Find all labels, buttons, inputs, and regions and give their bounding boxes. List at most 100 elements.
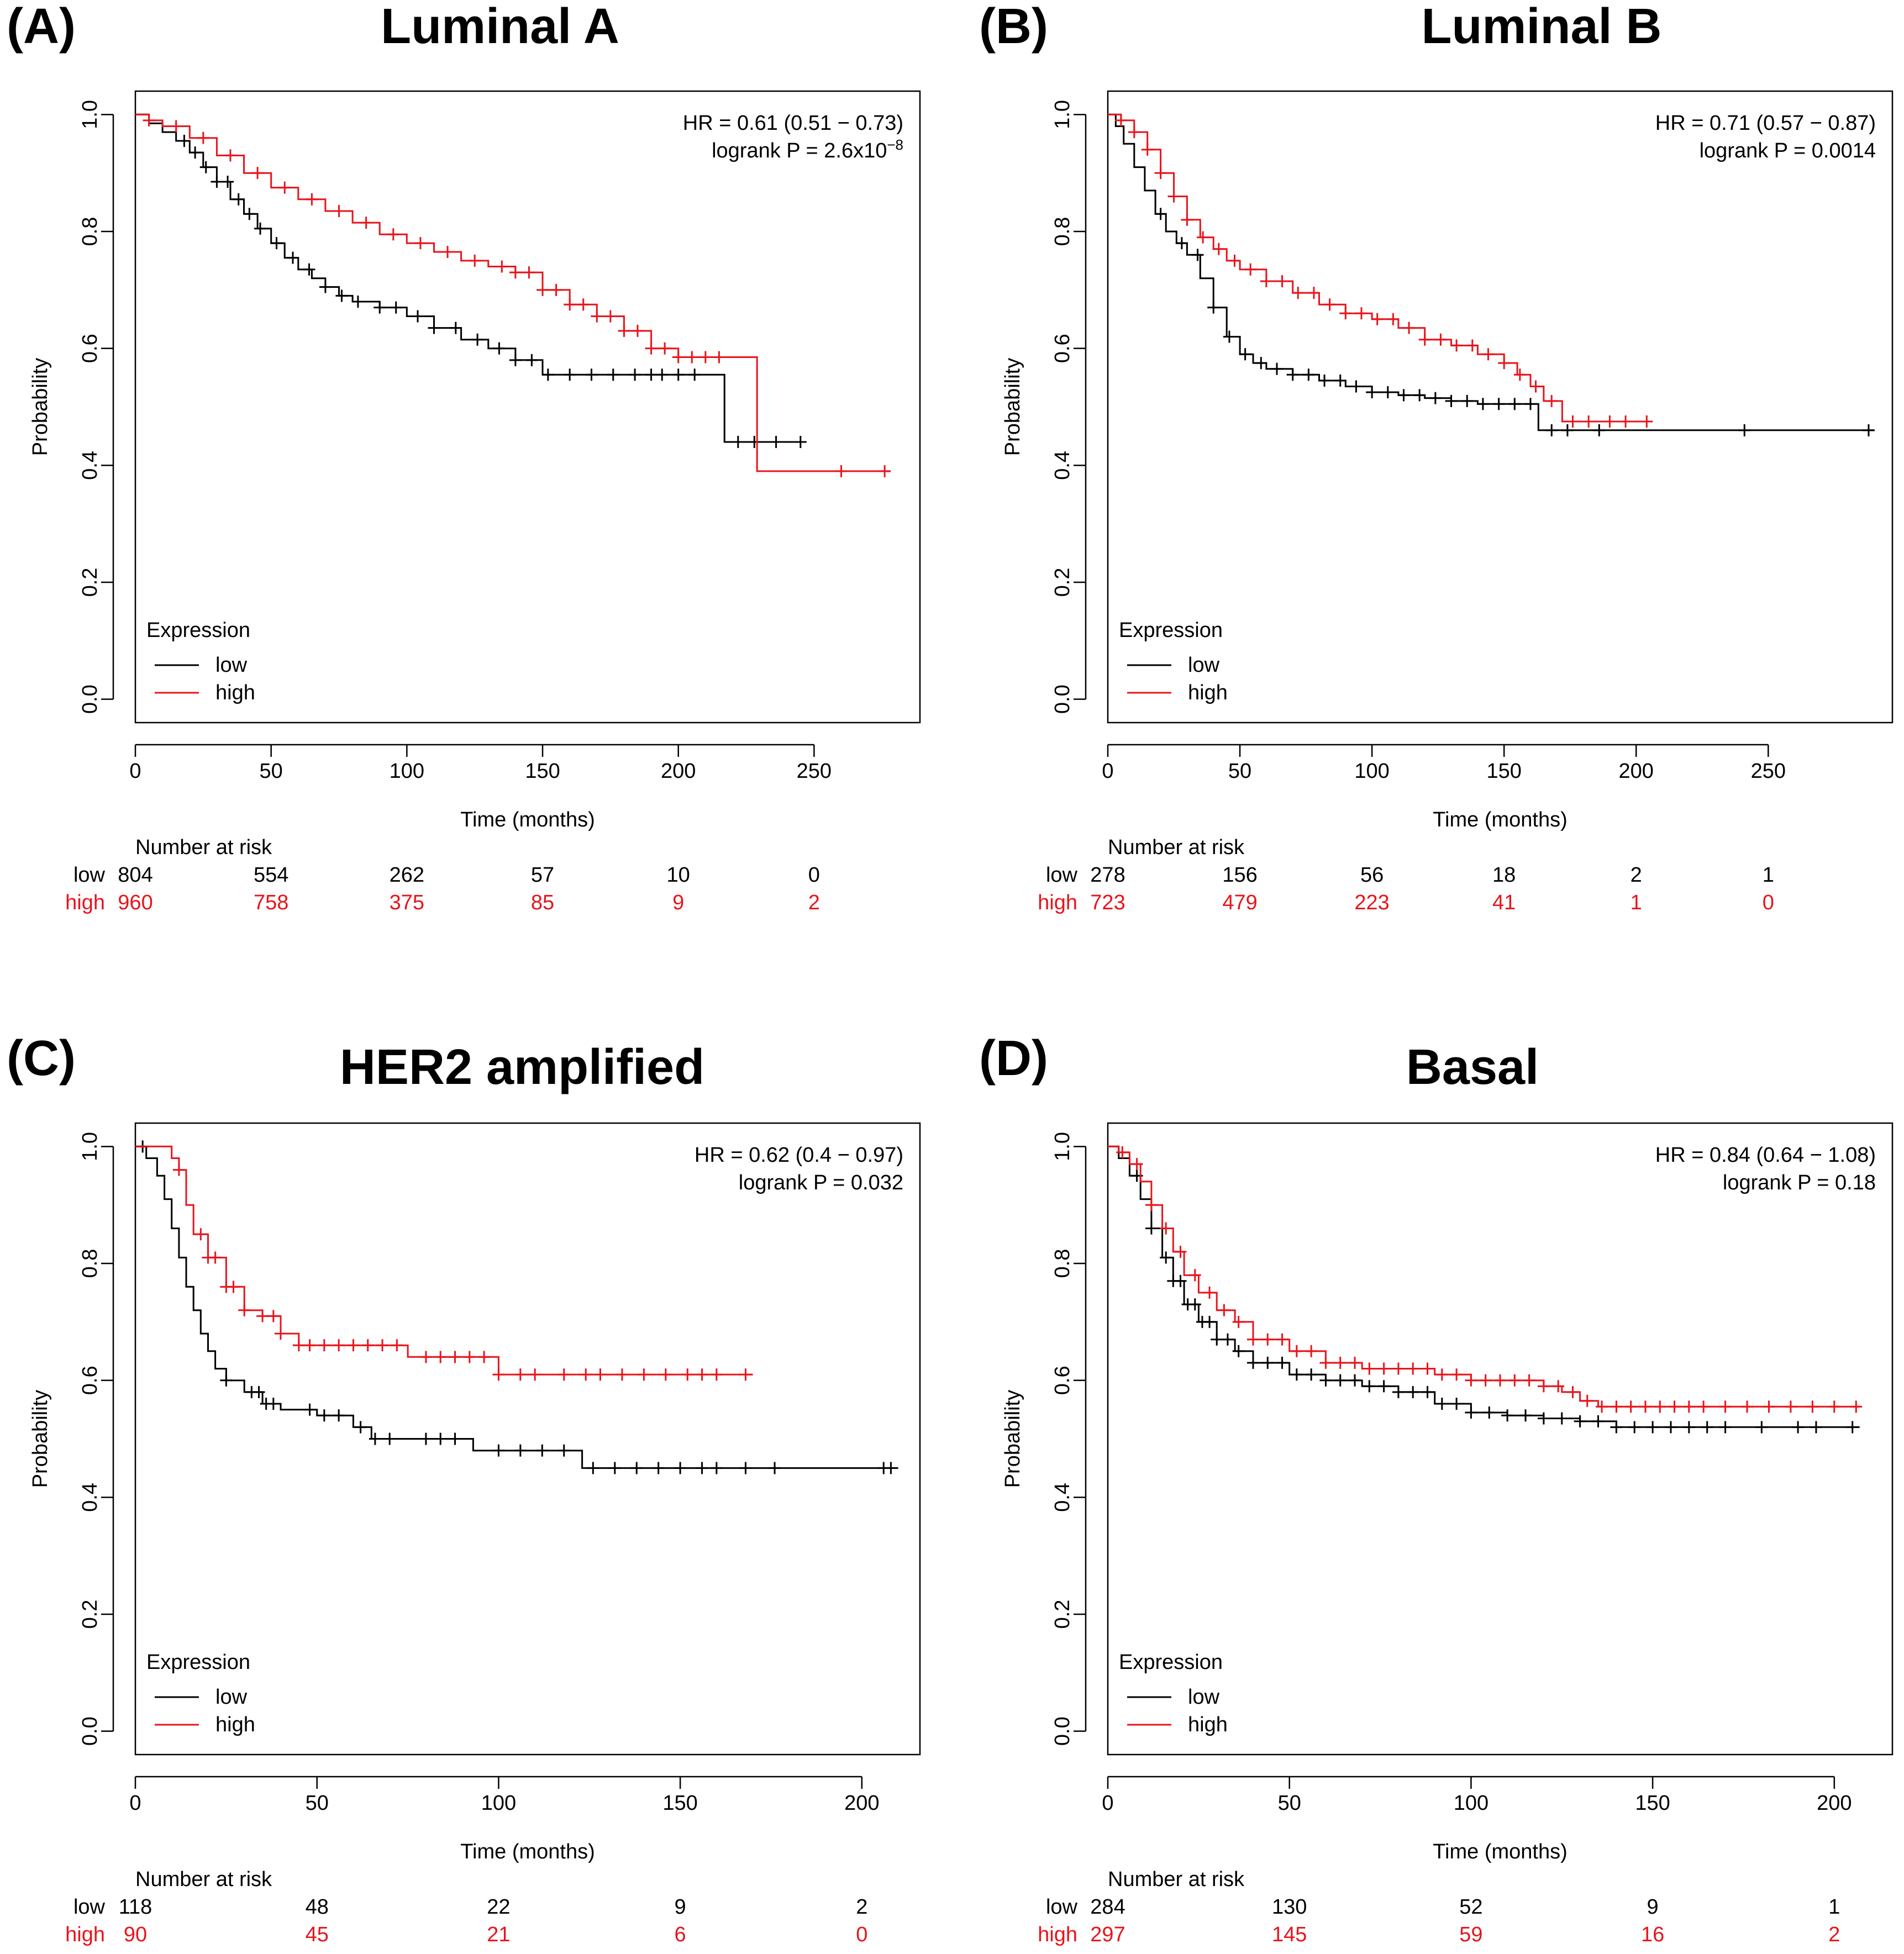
risk-value-high: 59 bbox=[1459, 1923, 1482, 1946]
censor-mark bbox=[1305, 1368, 1318, 1381]
censor-mark bbox=[194, 1228, 207, 1241]
censor-mark bbox=[1392, 1386, 1405, 1398]
censor-mark bbox=[1286, 368, 1299, 381]
censor-mark bbox=[645, 342, 658, 355]
censor-mark bbox=[1421, 1362, 1434, 1375]
censor-mark bbox=[351, 296, 364, 308]
censor-mark bbox=[1682, 1400, 1695, 1413]
censor-mark bbox=[1114, 114, 1127, 127]
censor-mark bbox=[645, 368, 658, 381]
censor-mark bbox=[674, 1462, 687, 1474]
risk-value-high: 223 bbox=[1354, 891, 1389, 914]
censor-mark bbox=[672, 368, 685, 381]
survival-curves bbox=[1108, 113, 1875, 436]
censor-mark bbox=[557, 1444, 570, 1457]
legend-title: Expression bbox=[1119, 619, 1223, 642]
censor-mark bbox=[434, 1432, 447, 1445]
risk-value-high: 1 bbox=[1631, 891, 1642, 914]
censor-mark bbox=[1624, 1400, 1637, 1413]
censor-mark bbox=[514, 1368, 527, 1381]
censor-mark bbox=[794, 436, 807, 448]
censor-mark bbox=[209, 1251, 222, 1264]
y-tick-label: 0.6 bbox=[78, 334, 102, 363]
x-tick-label: 100 bbox=[481, 1792, 516, 1815]
censor-mark bbox=[286, 251, 299, 264]
censor-mark bbox=[594, 1368, 607, 1381]
risk-value-high: 41 bbox=[1492, 891, 1516, 914]
censor-mark bbox=[696, 1462, 708, 1474]
censor-mark bbox=[1792, 1421, 1805, 1434]
y-tick-label: 0.6 bbox=[1051, 1366, 1074, 1395]
censor-mark bbox=[220, 1374, 233, 1387]
censor-mark bbox=[835, 465, 848, 477]
y-axis: 0.0 0.2 0.4 0.6 0.8 1.0 Probability bbox=[29, 100, 114, 714]
censor-mark bbox=[267, 1310, 280, 1323]
censor-mark bbox=[449, 1432, 461, 1445]
x-axis-label: Time (months) bbox=[460, 808, 595, 831]
risk-value-low: 130 bbox=[1272, 1895, 1307, 1919]
censor-mark bbox=[1261, 1356, 1274, 1369]
risk-value-low: 804 bbox=[118, 863, 152, 887]
y-tick-label: 0.2 bbox=[78, 568, 102, 597]
risk-value-low: 57 bbox=[531, 863, 554, 887]
censor-mark bbox=[591, 310, 603, 323]
series-low bbox=[135, 113, 807, 448]
censor-mark bbox=[1292, 287, 1305, 299]
censor-mark bbox=[1403, 322, 1416, 334]
censor-mark bbox=[638, 1368, 650, 1381]
x-axis-label: Time (months) bbox=[1433, 1840, 1568, 1863]
risk-value-high: 2 bbox=[808, 891, 820, 914]
censor-mark bbox=[493, 342, 506, 355]
censor-mark bbox=[434, 1351, 447, 1363]
censor-mark bbox=[387, 228, 399, 241]
chart-title: Basal bbox=[1406, 1040, 1539, 1095]
x-tick-label: 50 bbox=[1278, 1792, 1301, 1815]
x-tick-label: 0 bbox=[1102, 760, 1113, 783]
censor-mark bbox=[618, 324, 630, 337]
censor-mark bbox=[1582, 415, 1595, 428]
risk-value-low: 118 bbox=[119, 1895, 152, 1919]
censor-mark bbox=[1246, 1356, 1259, 1369]
risk-table: Number at risk low 118 48 22 9 2 high 90 45 21 6 0 bbox=[65, 1868, 867, 1946]
censor-mark bbox=[1640, 415, 1653, 428]
censor-mark bbox=[1276, 1356, 1288, 1369]
censor-mark bbox=[390, 301, 402, 314]
censor-mark bbox=[1537, 1380, 1550, 1393]
survival-curves bbox=[135, 113, 891, 477]
censor-mark bbox=[1545, 394, 1558, 407]
censor-mark bbox=[354, 1421, 367, 1434]
y-axis-label: Probability bbox=[29, 1390, 52, 1488]
legend: Expression low high bbox=[146, 619, 255, 704]
censor-mark bbox=[885, 1462, 897, 1474]
x-tick-label: 200 bbox=[1817, 1792, 1852, 1815]
censor-mark bbox=[1445, 394, 1458, 407]
censor-mark bbox=[1377, 1380, 1390, 1393]
censor-mark bbox=[391, 1339, 403, 1352]
censor-mark bbox=[1555, 1412, 1568, 1425]
censor-mark bbox=[222, 176, 234, 188]
x-tick-label: 50 bbox=[1228, 760, 1251, 783]
censor-mark bbox=[478, 1351, 491, 1363]
x-tick-label: 250 bbox=[797, 760, 832, 783]
risk-value-high: 45 bbox=[306, 1923, 329, 1946]
censor-mark bbox=[1461, 394, 1474, 407]
censor-mark bbox=[672, 351, 685, 364]
censor-mark bbox=[550, 283, 562, 296]
risk-value-low: 1 bbox=[1763, 863, 1774, 887]
censor-mark bbox=[143, 114, 155, 127]
censor-mark bbox=[347, 1339, 360, 1352]
censor-mark bbox=[630, 1462, 643, 1474]
censor-mark bbox=[1260, 275, 1272, 287]
censor-mark bbox=[1763, 1400, 1775, 1413]
censor-mark bbox=[1482, 348, 1495, 361]
risk-value-high: 0 bbox=[856, 1923, 867, 1946]
censor-mark bbox=[1810, 1421, 1822, 1434]
censor-mark bbox=[509, 266, 522, 279]
censor-mark bbox=[1223, 330, 1235, 343]
censor-mark bbox=[713, 351, 725, 364]
x-axis: 0 50 100 150 200 Time (months) bbox=[129, 1776, 880, 1863]
censor-mark bbox=[199, 161, 212, 173]
legend-label-high: high bbox=[1188, 1713, 1228, 1736]
censor-mark bbox=[1574, 1415, 1586, 1428]
censor-mark bbox=[1846, 1421, 1859, 1434]
